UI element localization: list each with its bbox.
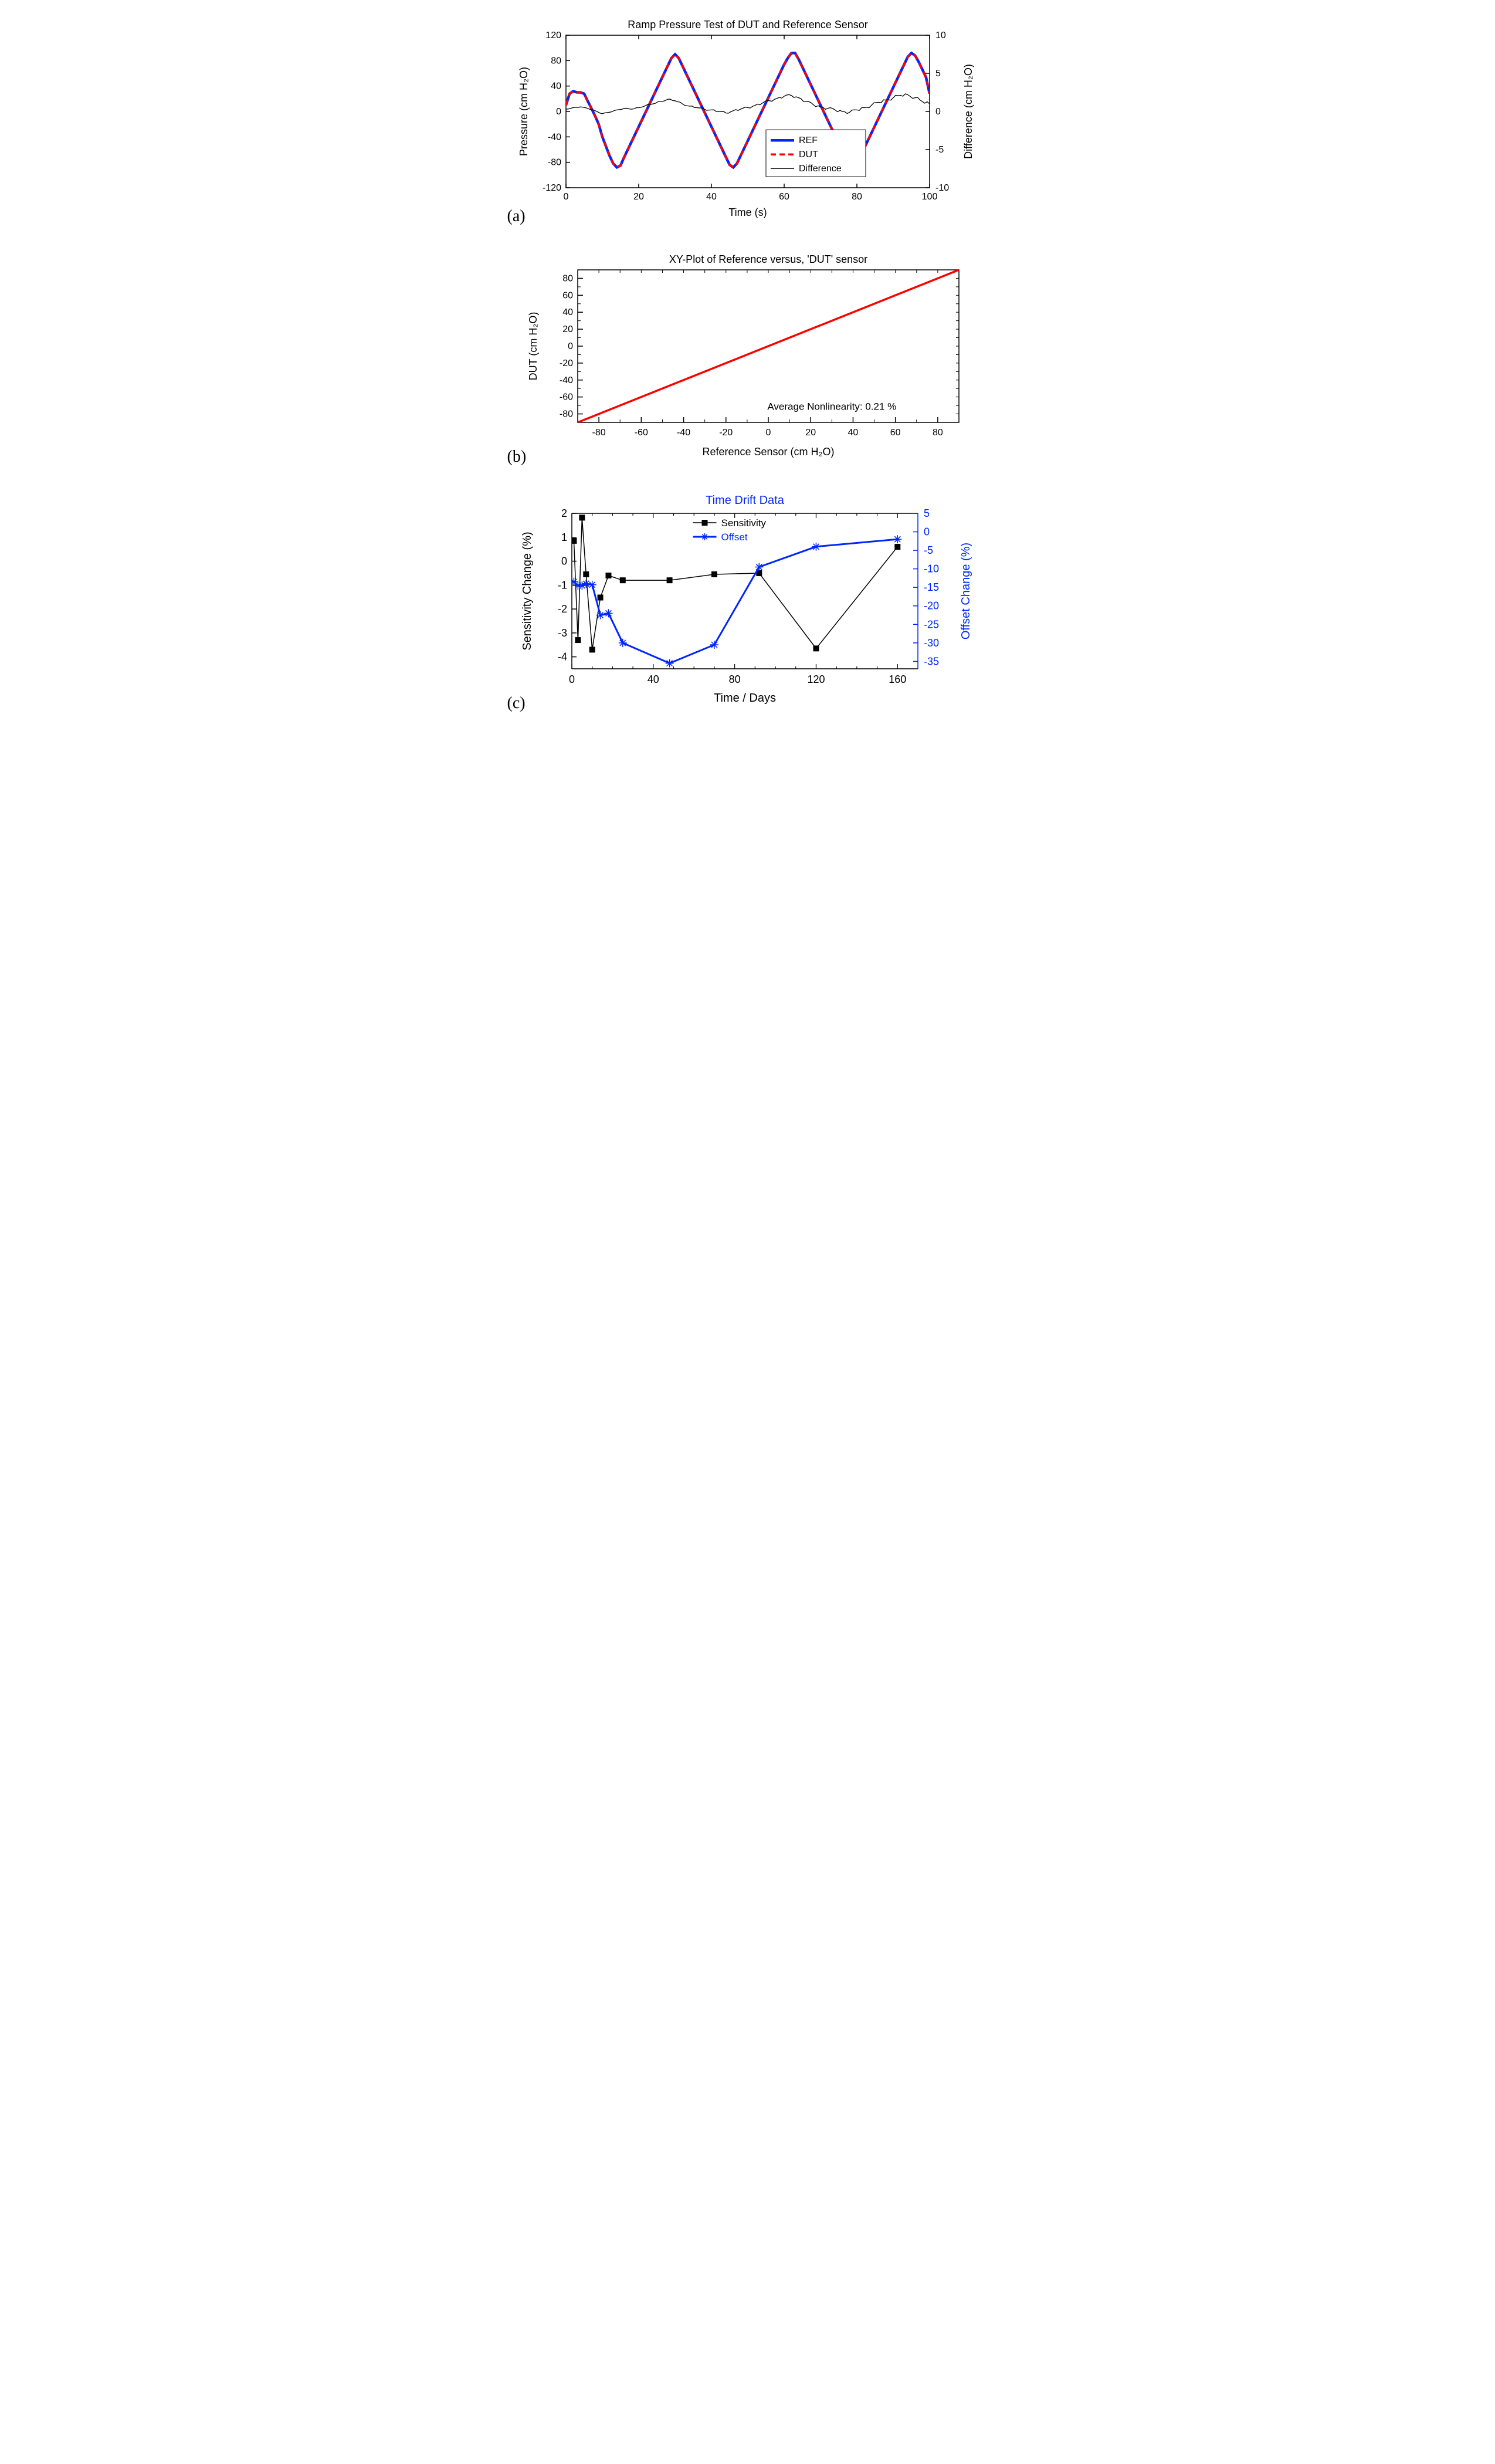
svg-text:Time Drift Data: Time Drift Data [706,494,785,507]
svg-text:20: 20 [633,192,644,202]
svg-text:5: 5 [935,69,941,79]
svg-text:-80: -80 [592,428,605,438]
svg-text:-35: -35 [924,655,939,667]
drift-chart: 04080120160-4-3-2-1012-35-30-25-20-15-10… [513,487,982,710]
svg-text:80: 80 [728,673,740,685]
xy-plot-chart: -80 -60 -40 -20 0 20 40 60 80 -80 -60 -40 -20 0 20 40 60… [513,246,982,463]
svg-text:40: 40 [551,82,561,92]
svg-text:-15: -15 [924,581,939,593]
svg-text:-20: -20 [559,358,572,368]
svg-text:10: 10 [935,31,946,40]
svg-text:-5: -5 [935,145,944,155]
svg-text:-4: -4 [557,651,567,663]
panel-a: (a) 020406080100-120-80-4004080120-10-50… [513,12,982,223]
svg-text:Offset Change (%): Offset Change (%) [960,543,972,639]
svg-text:80: 80 [932,428,943,438]
svg-text:120: 120 [545,31,561,40]
svg-text:60: 60 [562,290,573,300]
svg-text:120: 120 [807,673,825,685]
svg-text:5: 5 [924,507,930,519]
panel-c-label: (c) [507,694,526,713]
svg-text:80: 80 [551,56,561,66]
svg-text:-80: -80 [547,158,561,168]
svg-text:-5: -5 [924,544,933,556]
figure-container: (a) 020406080100-120-80-4004080120-10-50… [513,12,982,710]
svg-text:160: 160 [889,673,906,685]
svg-text:Time (s): Time (s) [728,207,767,218]
svg-text:DUT (cm H₂O): DUT (cm H₂O) [527,312,539,381]
svg-text:0: 0 [568,341,573,351]
svg-text:0: 0 [563,192,568,202]
svg-text:Difference (cm H₂O): Difference (cm H₂O) [962,64,974,159]
svg-text:40: 40 [706,192,717,202]
svg-text:-20: -20 [719,428,733,438]
svg-text:Time / Days: Time / Days [714,692,776,705]
svg-text:40: 40 [847,428,858,438]
svg-text:-10: -10 [924,563,939,575]
svg-text:40: 40 [562,307,573,317]
svg-text:REF: REF [799,136,818,145]
svg-text:0: 0 [924,526,930,538]
svg-text:-60: -60 [559,392,572,402]
svg-text:-30: -30 [924,637,939,649]
svg-text:-40: -40 [559,375,572,385]
svg-text:2: 2 [561,507,567,519]
svg-text:20: 20 [562,324,573,334]
svg-text:40: 40 [647,673,659,685]
svg-text:100: 100 [921,192,937,202]
panel-a-label: (a) [507,207,526,226]
svg-text:-40: -40 [547,132,561,142]
svg-text:80: 80 [562,273,573,283]
svg-text:-25: -25 [924,618,939,630]
svg-text:Sensitivity Change (%): Sensitivity Change (%) [521,532,534,650]
svg-text:Pressure (cm H₂O): Pressure (cm H₂O) [518,67,530,156]
svg-text:-2: -2 [557,603,567,615]
svg-text:80: 80 [852,192,862,202]
svg-text:0: 0 [561,556,567,567]
ramp-pressure-chart: 0 20 40 60 80 100 -120 -80 -40 0 40 80 120 -10 -5 0 5 10 R… [513,12,982,223]
svg-text:Sensitivity: Sensitivity [721,517,766,529]
svg-text:0: 0 [568,673,574,685]
panel-b: (b) -80-60-40-20020406080-80-60-40-20020… [513,246,982,463]
svg-text:Ramp Pressure Test of DUT and: Ramp Pressure Test of DUT and Reference … [628,19,868,31]
svg-text:-1: -1 [557,579,567,591]
svg-text:0: 0 [935,107,941,117]
panel-c: (c) 04080120160-4-3-2-1012-35-30-25-20-1… [513,487,982,710]
svg-text:Offset: Offset [721,532,747,543]
svg-text:-60: -60 [634,428,648,438]
svg-text:-120: -120 [542,183,561,193]
svg-text:XY-Plot of Reference versus, ': XY-Plot of Reference versus, 'DUT' senso… [669,253,867,265]
svg-text:0: 0 [765,428,771,438]
panel-b-label: (b) [507,448,527,466]
svg-text:0: 0 [556,107,561,117]
svg-text:60: 60 [779,192,789,202]
svg-text:DUT: DUT [799,150,818,160]
svg-text:-3: -3 [557,627,567,639]
svg-text:Average Nonlinearity: 0.21 %: Average Nonlinearity: 0.21 % [767,401,896,412]
svg-text:20: 20 [805,428,816,438]
svg-text:60: 60 [890,428,900,438]
svg-text:Difference: Difference [799,164,842,174]
svg-text:-80: -80 [559,409,572,419]
svg-text:-10: -10 [935,183,949,193]
svg-text:-20: -20 [924,600,939,612]
svg-text:-40: -40 [676,428,690,438]
svg-text:Reference Sensor (cm H₂O): Reference Sensor (cm H₂O) [702,446,834,458]
svg-text:1: 1 [561,532,567,543]
